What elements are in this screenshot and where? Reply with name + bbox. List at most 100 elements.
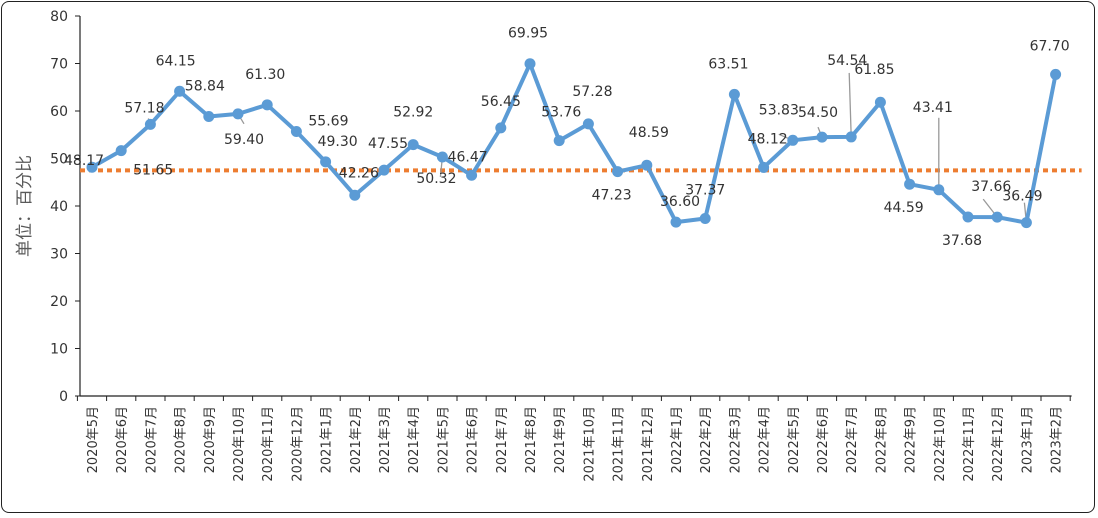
data-point	[232, 108, 244, 120]
data-label: 43.41	[913, 100, 953, 116]
x-tick-label: 2022年2月	[699, 406, 714, 473]
y-tick-label: 60	[50, 104, 68, 120]
data-label: 53.83	[759, 102, 799, 118]
data-label: 36.60	[660, 194, 700, 210]
x-tick-label: 2021年12月	[641, 406, 656, 482]
x-tick-label: 2021年10月	[582, 406, 597, 482]
x-tick-label: 2020年8月	[174, 406, 189, 473]
data-point	[845, 131, 857, 143]
x-tick-label: 2022年4月	[758, 406, 773, 473]
x-tick-label: 2022年12月	[991, 406, 1006, 482]
y-axis-label: 单位：百分比	[15, 155, 35, 257]
x-tick-label: 2021年3月	[378, 406, 393, 473]
data-label: 61.30	[245, 67, 285, 83]
data-point	[86, 161, 98, 173]
data-label: 55.69	[308, 113, 348, 129]
x-tick-label: 2020年11月	[261, 406, 276, 482]
x-tick-label: 2022年11月	[962, 406, 977, 482]
y-tick-label: 0	[59, 389, 68, 405]
y-tick-label: 50	[50, 152, 68, 168]
data-label: 56.45	[481, 94, 521, 110]
data-point	[261, 99, 273, 111]
y-tick-label: 70	[50, 57, 68, 73]
data-label: 57.28	[572, 84, 612, 100]
data-label: 57.18	[124, 100, 164, 116]
data-label: 42.26	[339, 165, 379, 181]
data-point	[466, 169, 478, 181]
data-point	[670, 216, 682, 228]
data-label: 54.50	[798, 105, 838, 121]
data-point	[320, 156, 332, 168]
x-tick-label: 2022年5月	[787, 406, 802, 473]
data-point	[378, 164, 390, 176]
data-point	[874, 96, 886, 108]
data-points	[86, 58, 1062, 229]
data-labels: 48.17 51.65 57.18 64.15 58.84 59.40 61.30 55.69…	[64, 26, 1070, 249]
data-point	[816, 131, 828, 143]
data-point	[728, 88, 740, 100]
data-label: 53.76	[541, 105, 581, 121]
data-point	[582, 118, 594, 130]
data-label: 67.70	[1030, 38, 1070, 54]
data-point	[144, 118, 156, 130]
data-label: 52.92	[393, 105, 433, 121]
data-point	[407, 139, 419, 151]
data-label: 46.47	[448, 149, 488, 165]
x-tick-label: 2022年9月	[904, 406, 919, 473]
data-label: 64.15	[156, 53, 196, 69]
x-tick-label: 2021年11月	[612, 406, 627, 482]
data-point	[553, 135, 565, 147]
tick-labels: 0 10 20 30 40 50 60 70 80 2020年5月 2020年6月 2020年7月 20…	[50, 9, 1064, 482]
data-point	[787, 134, 799, 146]
y-tick-label: 80	[50, 9, 68, 25]
x-tick-label: 2021年1月	[320, 406, 335, 473]
x-tick-label: 2022年3月	[728, 406, 743, 473]
data-point	[991, 211, 1003, 223]
data-point	[115, 145, 127, 157]
x-tick-label: 2020年7月	[144, 406, 159, 473]
data-label: 61.85	[854, 62, 894, 78]
data-point	[1050, 68, 1062, 80]
data-point	[203, 111, 215, 123]
data-label: 58.84	[185, 79, 225, 95]
data-point	[349, 189, 361, 201]
data-point	[758, 161, 770, 173]
data-point	[612, 166, 624, 178]
x-tick-label: 2020年9月	[203, 406, 218, 473]
data-point	[290, 125, 302, 137]
data-label: 50.32	[416, 171, 456, 187]
data-label: 37.37	[685, 182, 725, 198]
x-tick-label: 2021年5月	[436, 406, 451, 473]
data-label: 69.95	[508, 26, 548, 42]
x-tick-label: 2021年2月	[349, 406, 364, 473]
x-tick-label: 2021年7月	[495, 406, 510, 473]
data-point	[933, 184, 945, 196]
data-label: 48.12	[748, 131, 788, 147]
data-point	[524, 58, 536, 70]
x-tick-label: 2022年6月	[816, 406, 831, 473]
x-tick-label: 2021年9月	[553, 406, 568, 473]
data-label: 47.23	[592, 188, 632, 204]
x-tick-label: 2023年1月	[1020, 406, 1035, 473]
x-tick-label: 2021年4月	[407, 406, 422, 473]
y-tick-label: 20	[50, 294, 68, 310]
data-label: 49.30	[318, 134, 358, 150]
data-label: 54.54	[827, 53, 867, 69]
data-label: 48.59	[629, 125, 669, 141]
data-point	[495, 122, 507, 134]
data-label: 37.66	[971, 179, 1011, 195]
series-line	[91, 61, 1058, 225]
x-tick-label: 2022年7月	[845, 406, 860, 473]
data-label: 48.17	[64, 153, 104, 169]
data-label: 63.51	[708, 56, 748, 72]
x-tick-label: 2022年8月	[874, 406, 889, 473]
x-tick-label: 2020年12月	[290, 406, 305, 482]
x-tick-label: 2021年6月	[466, 406, 481, 473]
x-tick-label: 2022年10月	[933, 406, 948, 482]
x-tick-label: 2020年6月	[115, 406, 130, 473]
data-point	[904, 178, 916, 190]
y-tick-label: 30	[50, 247, 68, 263]
data-point	[962, 211, 974, 223]
